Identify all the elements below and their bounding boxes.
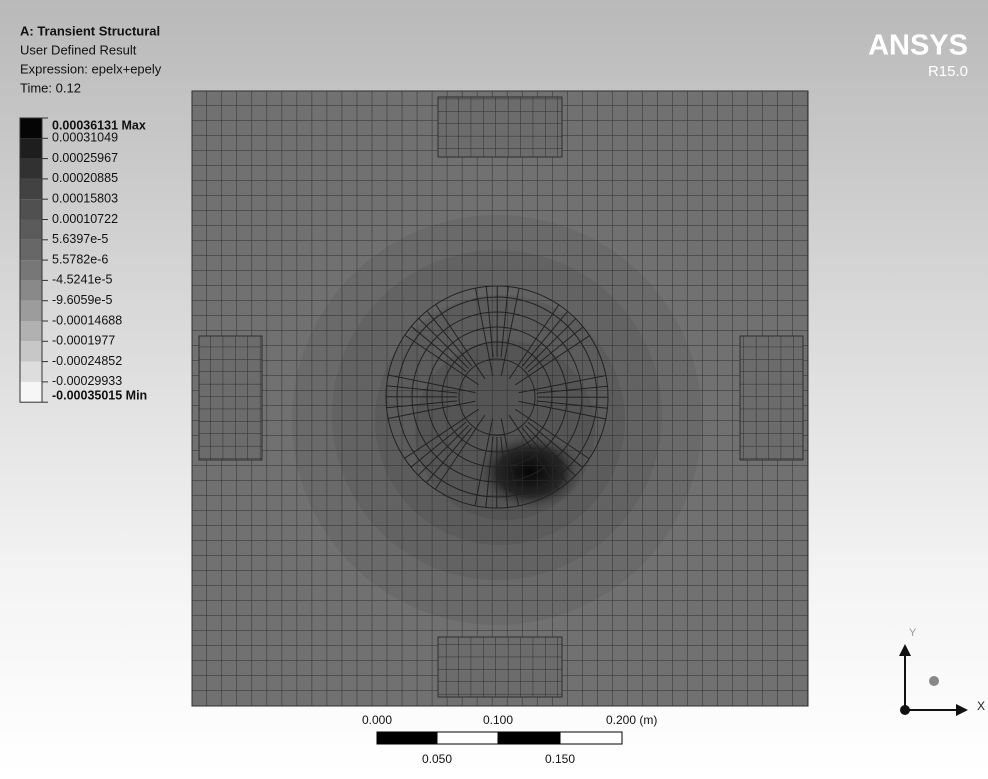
legend-label: -0.00035015 Min: [52, 388, 147, 402]
legend-swatch: [20, 199, 42, 219]
triad-label: Y: [909, 627, 917, 639]
legend-label: 0.00020885: [52, 171, 118, 185]
legend-label: 0.00015803: [52, 191, 118, 205]
legend-swatch: [20, 301, 42, 321]
legend-swatch: [20, 321, 42, 341]
triad-label: X: [977, 699, 985, 713]
legend-label: -0.0001977: [52, 334, 115, 348]
legend-swatch: [20, 138, 42, 158]
legend-swatch: [20, 260, 42, 280]
logo-version: R15.0: [928, 63, 968, 80]
legend-label: -9.6059e-5: [52, 293, 113, 307]
header-line: Time: 0.12: [20, 80, 81, 95]
legend-swatch: [20, 220, 42, 240]
legend-swatch: [20, 341, 42, 361]
legend-swatch: [20, 382, 42, 402]
legend-swatch: [20, 118, 42, 138]
header-line: User Defined Result: [20, 42, 137, 57]
legend-label: -0.00029933: [52, 374, 122, 388]
scale-label: 0.100: [483, 713, 513, 727]
legend-swatch: [20, 362, 42, 382]
legend-swatch: [20, 280, 42, 300]
legend-label: 0.00025967: [52, 151, 118, 165]
header-title: A: Transient Structural: [20, 23, 160, 38]
legend-label: 0.00031049: [52, 131, 118, 145]
scale-label: 0.000: [362, 713, 392, 727]
model: [192, 91, 808, 706]
scale-label: 0.200 (m): [606, 713, 657, 727]
legend-swatch: [20, 179, 42, 199]
legend-swatch: [20, 240, 42, 260]
viewport: A: Transient Structural User Defined Res…: [0, 0, 988, 774]
scale-label: 0.150: [545, 752, 575, 766]
legend-swatch: [20, 159, 42, 179]
header-line: Expression: epelx+epely: [20, 61, 162, 76]
legend-label: 5.6397e-5: [52, 232, 108, 246]
legend-label: -0.00024852: [52, 354, 122, 368]
logo-name: ANSYS: [868, 30, 968, 62]
scale-label: 0.050: [422, 752, 452, 766]
legend-label: -4.5241e-5: [52, 273, 113, 287]
legend-label: 0.00010722: [52, 212, 118, 226]
legend-label: -0.00014688: [52, 313, 122, 327]
legend-label: 5.5782e-6: [52, 252, 108, 266]
